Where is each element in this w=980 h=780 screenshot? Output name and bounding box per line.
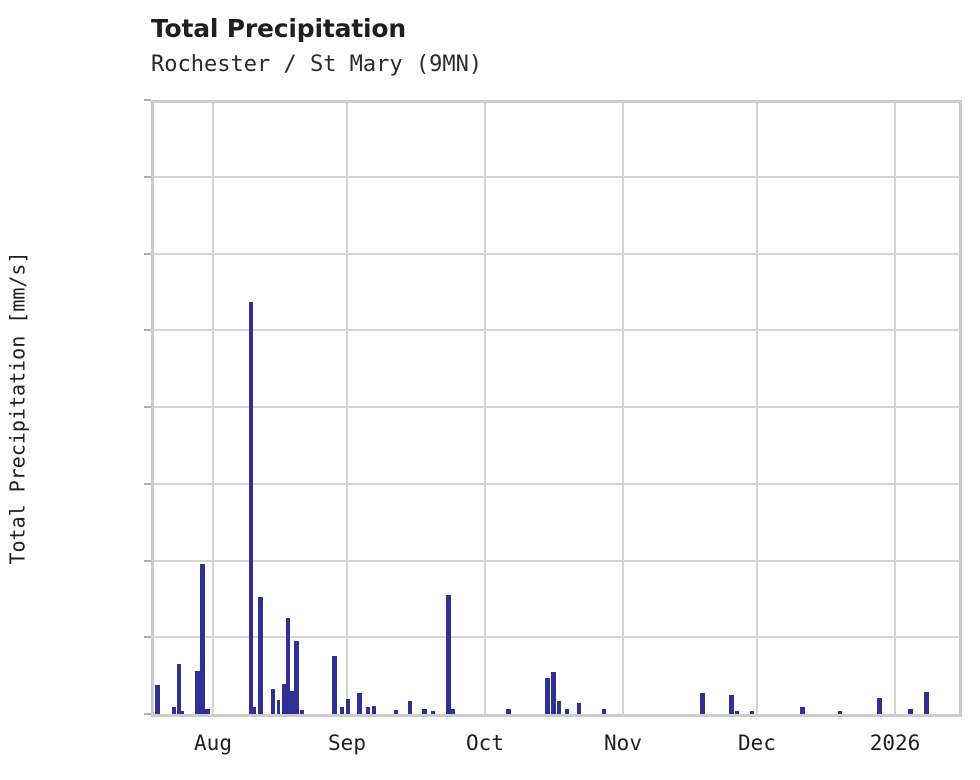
gridline-vertical (622, 100, 624, 717)
bar (431, 710, 435, 714)
bar (700, 692, 705, 714)
plot-area (151, 100, 962, 717)
bar (195, 670, 200, 714)
bar (200, 564, 205, 714)
y-axis-label: Total Precipitation [mm/s] (5, 251, 30, 565)
bar (253, 707, 256, 714)
bar (282, 684, 286, 714)
plot-spine-top (151, 100, 962, 103)
bar (577, 702, 581, 714)
gridline-horizontal (151, 482, 962, 485)
bar (838, 710, 842, 714)
y-axis-tick-mark (144, 99, 151, 101)
bar (877, 697, 882, 714)
y-axis-tick-mark (144, 713, 151, 715)
plot-spine-left (151, 100, 154, 717)
y-axis-tick-mark (144, 406, 151, 408)
plot-spine-right (959, 100, 962, 717)
gridline-vertical (484, 100, 486, 717)
bar (357, 692, 362, 714)
x-axis-tick-label: Oct (466, 731, 504, 755)
y-axis-tick-mark (144, 636, 151, 639)
bar (271, 689, 275, 714)
bar (408, 700, 412, 714)
bar (451, 709, 455, 714)
bar (181, 710, 184, 714)
x-axis-tick-label: Dec (738, 731, 776, 755)
bar (557, 700, 561, 714)
plot-spine-bottom (151, 714, 962, 717)
bar (729, 694, 734, 714)
bar (290, 690, 294, 714)
bar (924, 692, 929, 714)
gridline-horizontal (151, 636, 962, 639)
y-axis-tick-mark (144, 559, 151, 562)
bar (300, 710, 304, 714)
x-axis-tick-label: 2026 (869, 731, 921, 755)
bar (394, 710, 398, 714)
x-axis-tick-label: Sep (328, 731, 366, 755)
bar (155, 685, 160, 714)
x-axis-tick-label: Aug (194, 731, 232, 755)
bar (565, 709, 569, 714)
y-axis-tick-mark (144, 175, 151, 178)
bar (422, 709, 427, 714)
bar (800, 707, 805, 714)
bar (205, 709, 210, 714)
bar (366, 707, 370, 714)
bar (340, 707, 344, 714)
chart-title: Total Precipitation (151, 14, 406, 43)
bar (908, 708, 913, 714)
bar (332, 656, 337, 714)
gridline-horizontal (151, 329, 962, 332)
bar (735, 710, 739, 714)
bar (286, 618, 290, 714)
bar (346, 698, 350, 714)
bar (372, 705, 376, 714)
gridline-horizontal (151, 559, 962, 562)
bar (551, 671, 556, 714)
bar (294, 641, 299, 714)
gridline-vertical (212, 100, 214, 717)
y-axis-tick-mark (144, 482, 151, 485)
bar (277, 699, 280, 714)
gridline-horizontal (151, 252, 962, 255)
y-axis-tick-mark (144, 329, 151, 332)
gridline-vertical (346, 100, 348, 717)
chart-subtitle: Rochester / St Mary (9MN) (151, 52, 483, 77)
bar (258, 596, 263, 714)
x-axis-tick-label: Nov (604, 731, 642, 755)
bar (506, 708, 511, 714)
bar (177, 664, 181, 714)
bar (545, 677, 550, 714)
gridline-horizontal (151, 175, 962, 178)
bar (249, 301, 253, 714)
bar (602, 709, 606, 714)
bar (446, 595, 451, 714)
bar (172, 707, 176, 714)
gridline-vertical (894, 100, 896, 717)
gridline-vertical (756, 100, 758, 717)
gridline-horizontal (151, 406, 962, 408)
y-axis-tick-mark (144, 252, 151, 255)
bar (750, 711, 754, 714)
